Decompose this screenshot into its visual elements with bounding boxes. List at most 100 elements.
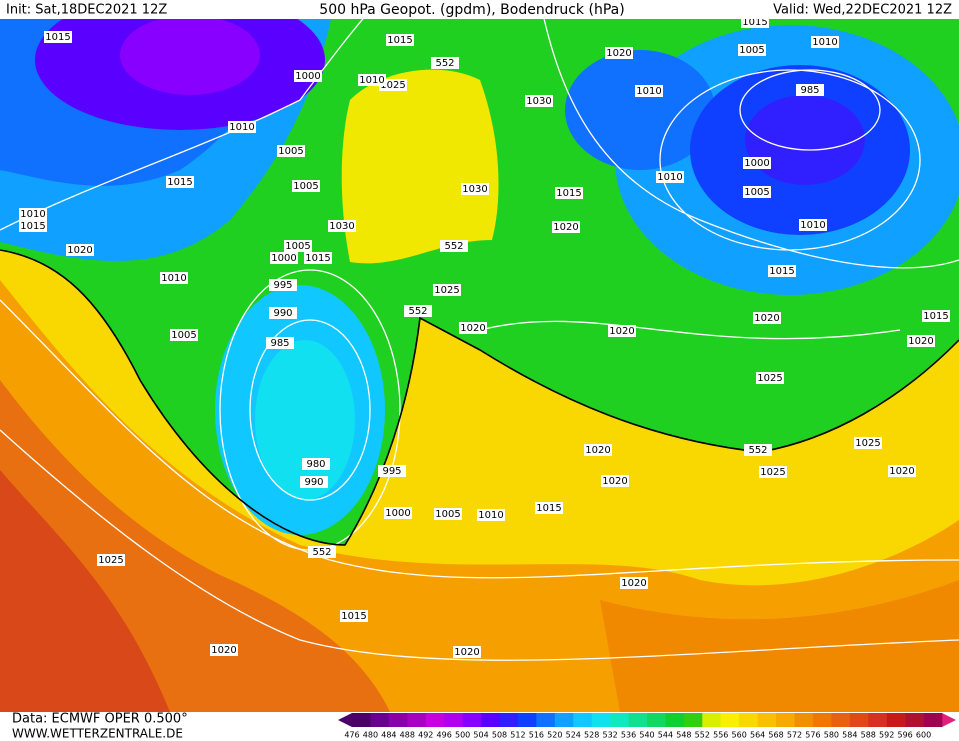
isobar-label-bg xyxy=(304,252,332,264)
isobar-label: 1030 xyxy=(462,184,487,195)
colorbar-label: 516 xyxy=(529,731,544,740)
isobar-label-bg xyxy=(210,644,238,656)
colorbar-swatch xyxy=(647,713,666,727)
isobar-label-bg xyxy=(552,221,580,233)
isobar-label-bg xyxy=(308,546,336,558)
isobar-label: 990 xyxy=(273,308,292,319)
colorbar-label: 576 xyxy=(805,731,820,740)
isobar-label-bg xyxy=(434,508,462,520)
colorbar-swatch xyxy=(388,713,408,727)
isobar-label: 1020 xyxy=(754,313,779,324)
colorbar-label: 488 xyxy=(400,731,415,740)
isobar-label: 1005 xyxy=(285,241,310,252)
isobar-label-bg xyxy=(340,610,368,622)
isobar-label: 1030 xyxy=(329,221,354,232)
colorbar-label: 548 xyxy=(676,731,691,740)
colorbar-swatch xyxy=(499,713,519,727)
isobar-label-bg xyxy=(433,284,461,296)
colorbar-label: 528 xyxy=(584,731,599,740)
isobar-label-bg xyxy=(922,310,950,322)
isobar-label: 1020 xyxy=(67,245,92,256)
isobar-label: 1015 xyxy=(20,221,45,232)
isobar-label: 1010 xyxy=(812,37,837,48)
isobar-label-bg xyxy=(768,265,796,277)
valid-time: Valid: Wed,22DEC2021 12Z xyxy=(773,3,952,18)
isobar-label: 1020 xyxy=(211,645,236,656)
colorbar-swatch xyxy=(702,713,722,727)
colorbar-label: 540 xyxy=(639,731,654,740)
isobar-label: 1020 xyxy=(621,578,646,589)
colorbar-label: 520 xyxy=(547,731,562,740)
isobar-label-bg xyxy=(269,279,297,291)
isobar-label-bg xyxy=(759,466,787,478)
isobar-label-bg xyxy=(743,157,771,169)
colorbar-swatch xyxy=(720,713,740,727)
isobar-label-bg xyxy=(656,171,684,183)
isobar-label-bg xyxy=(328,220,356,232)
isobar-label-bg xyxy=(605,47,633,59)
colorbar-label: 524 xyxy=(566,731,581,740)
colorbar-label: 584 xyxy=(842,731,857,740)
header-bar xyxy=(0,0,959,19)
colorbar-label: 572 xyxy=(787,731,802,740)
colorbar-swatch xyxy=(573,713,592,727)
isobar-label: 1005 xyxy=(171,330,196,341)
isobar-label-bg xyxy=(300,476,328,488)
init-time: Init: Sat,18DEC2021 12Z xyxy=(6,3,167,18)
isobar-label-bg xyxy=(461,183,489,195)
isobar-label-bg xyxy=(384,507,412,519)
isobar-label-bg xyxy=(66,244,94,256)
isobar-label: 1020 xyxy=(908,336,933,347)
isobar-label: 1015 xyxy=(305,253,330,264)
isobar-label: 1005 xyxy=(744,187,769,198)
isobar-label: 1020 xyxy=(553,222,578,233)
isobar-label-bg xyxy=(811,36,839,48)
isobar-label-bg xyxy=(796,84,824,96)
isobar-label-bg xyxy=(284,240,312,252)
isobar-label: 1015 xyxy=(742,17,767,28)
colorbar-label: 492 xyxy=(418,731,433,740)
isobar-label-bg xyxy=(166,176,194,188)
colorbar-swatch xyxy=(886,713,906,727)
colorbar-label: 476 xyxy=(344,731,359,740)
colorbar-label: 544 xyxy=(658,731,673,740)
isobar-label: 1005 xyxy=(278,146,303,157)
colorbar-label: 600 xyxy=(916,731,931,740)
isobar-label: 1025 xyxy=(380,80,405,91)
colorbar-swatch xyxy=(610,713,629,727)
isobar-label: 1020 xyxy=(609,326,634,337)
isobar-label: 1010 xyxy=(161,273,186,284)
isobar-label: 1020 xyxy=(585,445,610,456)
isobar-label: 1005 xyxy=(435,509,460,520)
isobar-label: 1010 xyxy=(636,86,661,97)
isobar-label: 1015 xyxy=(923,311,948,322)
colorbar-swatch xyxy=(923,713,943,727)
colorbar-swatch xyxy=(739,713,758,727)
isobar-label: 1005 xyxy=(739,45,764,56)
isobar-label: 990 xyxy=(304,477,323,488)
isobar-label: 1015 xyxy=(536,503,561,514)
isobar-label: 1010 xyxy=(359,75,384,86)
isobar-label-bg xyxy=(535,502,563,514)
colorbar-swatch xyxy=(462,713,482,727)
isobar-label-bg xyxy=(608,325,636,337)
isobar-label: 1020 xyxy=(602,476,627,487)
isobar-label: 1025 xyxy=(434,285,459,296)
contour-552 xyxy=(0,249,959,546)
colorbar-label: 564 xyxy=(750,731,765,740)
isobar-label: 1000 xyxy=(385,508,410,519)
isobar-label-bg xyxy=(601,475,629,487)
colorbar-label: 480 xyxy=(363,731,378,740)
isobar-label: 1000 xyxy=(744,158,769,169)
isobar-label: 1025 xyxy=(760,467,785,478)
isobar-label: 985 xyxy=(270,338,289,349)
colorbar-label: 568 xyxy=(768,731,783,740)
colorbar-label: 556 xyxy=(713,731,728,740)
colorbar-arrow xyxy=(942,713,956,727)
isobar-label: 1025 xyxy=(757,373,782,384)
colorbar-label: 588 xyxy=(861,731,876,740)
colorbar-label: 504 xyxy=(473,731,488,740)
isobar-label: 995 xyxy=(273,280,292,291)
